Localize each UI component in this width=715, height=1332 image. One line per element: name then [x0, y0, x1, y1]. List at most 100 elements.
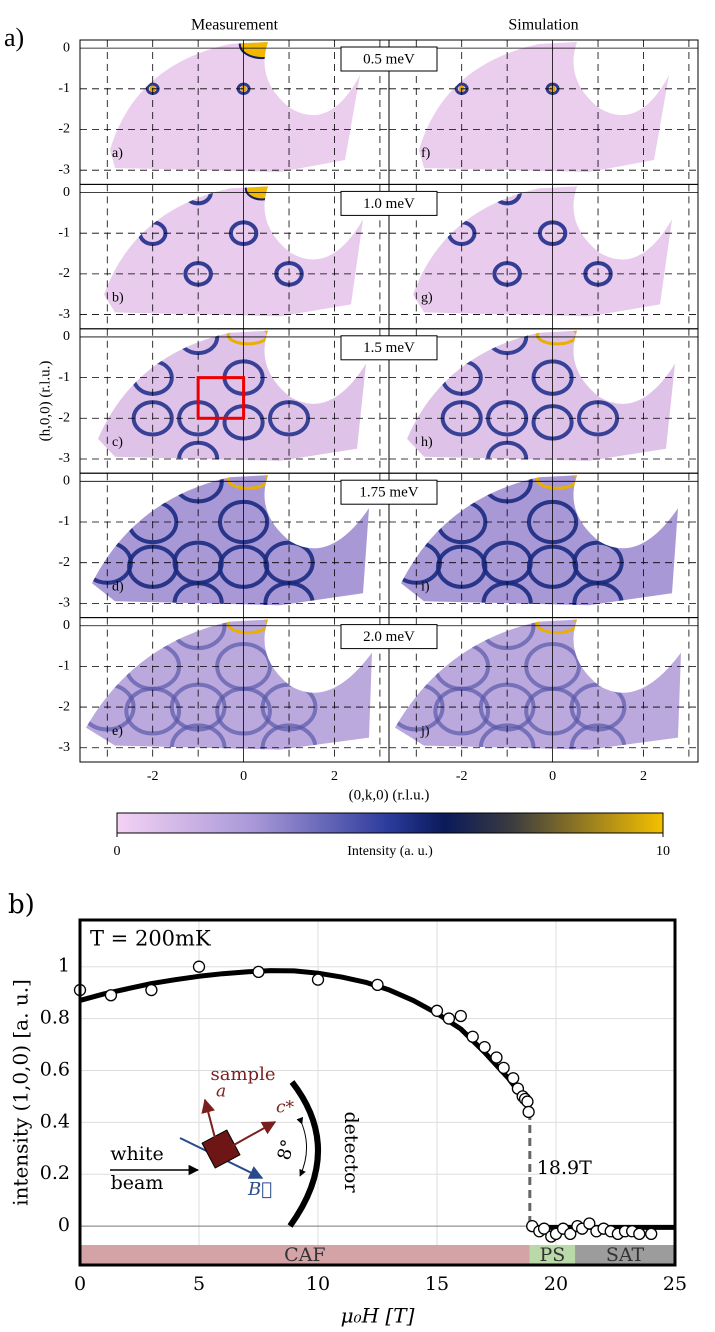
y-tick-label: 0: [63, 40, 70, 55]
subpanel-label: b): [112, 291, 124, 306]
inset-label: white: [110, 1143, 163, 1165]
y-tick-label: 1: [58, 955, 70, 977]
y-tick-label: -3: [58, 596, 70, 611]
subpanel-label: g): [421, 291, 433, 306]
subpanel-label: e): [112, 724, 123, 739]
y-tick-label: 0: [63, 618, 70, 633]
x-tick-label: 0: [74, 1273, 86, 1295]
data-point: [454, 1009, 467, 1023]
energy-label: 1.75 meV: [359, 485, 418, 501]
transition-label: 18.9T: [537, 1157, 592, 1179]
y-axis-label: (h,0,0) (r.l.u.): [37, 361, 53, 442]
data-point: [564, 1227, 577, 1241]
data-point: [645, 1227, 658, 1241]
map-region: [104, 186, 363, 317]
x-tick-label: 2: [331, 769, 338, 784]
y-tick-label: -3: [58, 451, 70, 466]
inset-label: beam: [111, 1172, 164, 1194]
subpanel-label: h): [421, 435, 433, 450]
x-tick-label: 20: [544, 1273, 568, 1295]
data-point: [442, 1012, 456, 1025]
data-point: [478, 1040, 491, 1054]
phase-label: CAF: [284, 1244, 325, 1266]
detector-arc: [287, 1080, 321, 1228]
x-tick-label: -2: [456, 769, 468, 784]
data-point: [430, 1004, 444, 1017]
x-tick-label: 5: [193, 1273, 205, 1295]
data-point: [145, 983, 158, 997]
inset-label: sample: [211, 1064, 276, 1085]
map-region: [419, 42, 669, 172]
data-point: [192, 960, 206, 973]
energy-box: [340, 190, 438, 216]
data-point: [371, 978, 384, 991]
map-region: [413, 186, 672, 317]
inset-label: a: [216, 1082, 226, 1102]
x-tick-label: -2: [147, 769, 159, 784]
energy-label: 0.5 meV: [363, 51, 415, 67]
phase-band: [80, 1245, 530, 1265]
data-point: [521, 1095, 534, 1108]
x-tick-label: 0: [549, 769, 556, 784]
a-axis-arrow: [201, 1098, 216, 1139]
phase-band: [575, 1245, 675, 1265]
y-axis-label: intensity (1,0,0) [a. u.]: [9, 979, 33, 1206]
subpanel-label: a): [112, 146, 123, 161]
energy-box: [340, 46, 438, 72]
energy-box: [340, 335, 438, 361]
y-tick-label: 0.4: [40, 1110, 70, 1132]
y-tick-label: -1: [58, 225, 70, 240]
x-axis-label: (0,k,0) (r.l.u.): [349, 787, 430, 803]
data-point: [490, 1051, 503, 1064]
panel-b: b) 0 5 10 15 20 25 0 0.2 0.4 0.6 0.8 1 CAF PS SAT 18.9T T…: [8, 890, 687, 1328]
column-title: Simulation: [508, 17, 578, 34]
data-point: [311, 973, 325, 986]
data-point: [497, 1061, 510, 1075]
panel-letter: b): [8, 890, 35, 920]
y-tick-label: -2: [58, 555, 70, 570]
x-tick-label: 15: [425, 1273, 449, 1295]
column-title: Measurement: [191, 17, 279, 34]
inset-schematic: white beam sample a c* B⃗ 8° detector: [110, 1064, 362, 1228]
x-tick-label: 25: [663, 1273, 687, 1295]
ring: [124, 686, 182, 736]
y-tick-label: 0: [58, 1214, 70, 1236]
highlight-box: [196, 376, 246, 420]
subpanel-label: f): [421, 146, 431, 161]
x-axis-label: μ₀H [T]: [341, 1304, 415, 1328]
phase-label: SAT: [606, 1244, 645, 1266]
x-tick-label: 2: [640, 769, 647, 784]
energy-label: 1.5 meV: [363, 340, 415, 356]
y-tick-label: -2: [58, 122, 70, 137]
data-point: [633, 1227, 646, 1241]
y-tick-label: -3: [58, 307, 70, 322]
y-tick-label: -1: [58, 81, 70, 96]
subpanel-label: d): [112, 579, 124, 594]
data-point: [252, 965, 265, 979]
data-point: [522, 1105, 535, 1119]
y-tick-label: 0.8: [40, 1007, 70, 1029]
data-point: [507, 1072, 520, 1085]
ring: [433, 686, 491, 736]
x-tick-label: 10: [306, 1273, 330, 1295]
subpanel-label: i): [421, 579, 430, 594]
colorbar: [116, 812, 664, 834]
y-tick-label: -2: [58, 266, 70, 281]
y-tick-label: 0: [63, 329, 70, 344]
data-point: [583, 1217, 596, 1230]
y-tick-label: -2: [58, 699, 70, 714]
data-point: [104, 989, 118, 1002]
c-axis-arrow: [231, 1121, 277, 1147]
inset-label: c*: [276, 1098, 295, 1118]
y-tick-label: 0.2: [40, 1162, 70, 1184]
subpanel-frame: [388, 617, 699, 763]
y-tick-label: -1: [58, 514, 70, 529]
y-tick-label: 0: [63, 185, 70, 200]
colorbar-tick-label: 0: [114, 844, 121, 859]
subpanel-label: j): [420, 724, 430, 739]
panel-letter: a): [4, 23, 24, 52]
phase-label: PS: [540, 1244, 566, 1266]
inset-label: B⃗: [247, 1179, 272, 1200]
y-tick-label: -3: [58, 162, 70, 177]
